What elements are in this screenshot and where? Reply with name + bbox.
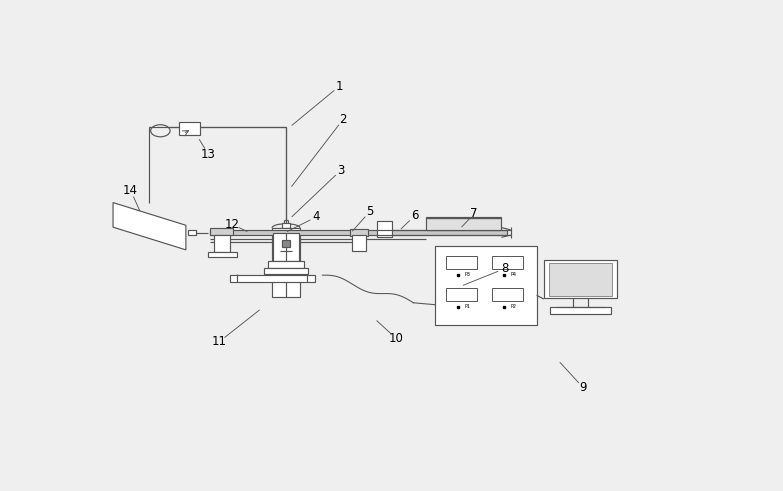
Bar [492,256,523,269]
Text: 6: 6 [411,209,418,222]
Bar [210,230,507,236]
Bar [282,223,290,228]
Text: P3: P3 [464,273,471,277]
Polygon shape [113,203,186,250]
Bar [215,236,229,252]
Bar [550,307,611,314]
Text: P1: P1 [464,304,471,309]
Bar [272,228,300,297]
Bar [426,217,501,218]
Text: 5: 5 [366,205,373,218]
Text: 3: 3 [337,164,345,177]
Bar [268,261,305,268]
Text: 10: 10 [389,332,404,345]
Bar [283,241,290,247]
Bar [446,256,477,269]
Bar [264,268,308,274]
Bar [446,288,477,301]
Bar [208,252,237,257]
Bar [544,260,617,298]
Bar [492,288,523,301]
Bar [272,233,299,261]
Text: 4: 4 [312,211,320,223]
Text: 7: 7 [471,207,478,220]
Bar [350,229,368,236]
Bar [549,263,612,296]
Text: 12: 12 [225,218,240,231]
Text: P4: P4 [511,273,517,277]
Bar [352,236,366,250]
Bar [426,218,501,230]
Text: 11: 11 [211,335,227,348]
Text: 1: 1 [336,80,343,93]
Text: 14: 14 [123,184,138,197]
Bar [179,122,200,136]
Bar [230,275,315,282]
Text: 9: 9 [579,382,587,394]
Bar [188,230,197,236]
Bar [210,228,233,236]
Text: 2: 2 [339,113,347,126]
Text: 8: 8 [501,262,508,275]
Bar [435,246,536,326]
Text: 13: 13 [201,148,216,161]
Bar [377,221,392,237]
Text: P2: P2 [511,304,517,309]
